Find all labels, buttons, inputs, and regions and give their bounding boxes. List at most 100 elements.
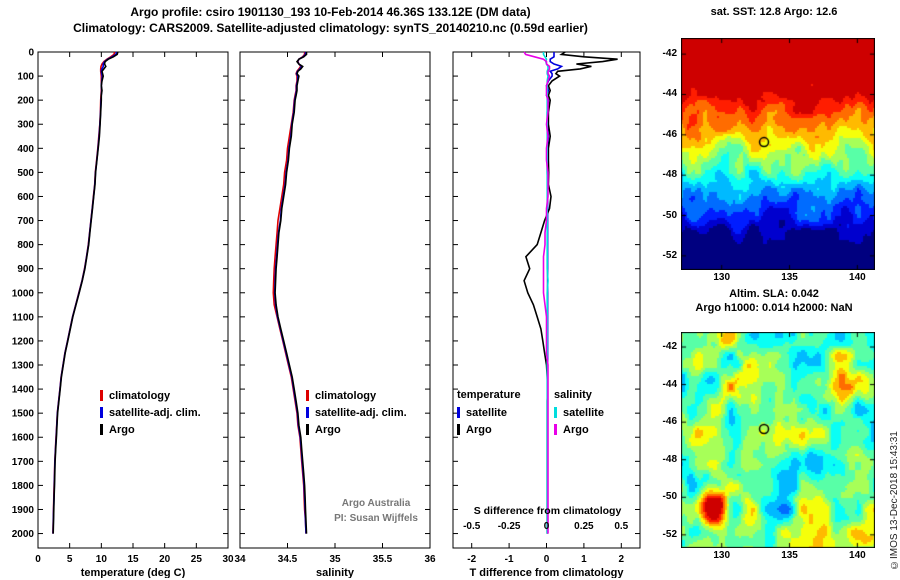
s-argo-swatch-icon <box>554 424 557 435</box>
x-tick-label: 36 <box>424 554 436 565</box>
legend-label: Argo <box>315 423 341 436</box>
legend-label: Argo <box>466 423 492 436</box>
s_argo-line <box>274 52 308 534</box>
climatology-swatch-icon <box>306 390 309 401</box>
y-tick-label: 1300 <box>12 361 35 372</box>
x-axis-label: temperature (deg C) <box>81 567 186 578</box>
climatology-swatch-icon <box>100 390 103 401</box>
x-axis-label: T difference from climatology <box>469 567 624 578</box>
y-tick-label: 0 <box>28 48 34 59</box>
legend-item-satellite-clim: satellite-adj. clim. <box>306 404 407 421</box>
legend-item-climatology: climatology <box>306 387 407 404</box>
argo-australia-line: Argo Australia <box>341 498 411 509</box>
y-tick-label: 100 <box>17 72 34 83</box>
x-tick-label: -2 <box>467 554 476 565</box>
legend-item-s-satellite: satellite <box>554 404 604 421</box>
legend-item-s-argo: Argo <box>554 421 604 438</box>
t_sat-line <box>52 51 118 534</box>
x-tick-label: 0 <box>35 554 41 565</box>
map-x-tick-label: 135 <box>781 550 798 561</box>
salinity-profile-panel: 34 34.5 35 35.5 36 salinity <box>234 51 436 578</box>
sst-map-canvas <box>681 38 875 270</box>
legend-label: satellite-adj. clim. <box>109 406 201 419</box>
s-axis-tick-label: 0 <box>543 521 550 532</box>
legend-label: climatology <box>109 389 171 402</box>
imos-watermark: ©IMOS 13-Dec-2018 15:43:31 <box>889 431 900 570</box>
legend-header-temperature: temperature <box>457 389 521 401</box>
y-tick-label: 1600 <box>12 433 35 444</box>
figure-title: Argo profile: csiro 1901130_193 10-Feb-2… <box>8 4 653 36</box>
t-argo-swatch-icon <box>457 424 460 435</box>
legend-label: satellite <box>563 406 604 419</box>
y-tick-label: 1000 <box>12 288 35 299</box>
argo-swatch-icon <box>100 424 103 435</box>
y-tick-label: 500 <box>17 168 34 179</box>
x-tick-label: 34 <box>234 554 246 565</box>
map-y-tick-label: -48 <box>662 169 677 181</box>
legend-label: climatology <box>315 389 377 402</box>
x-tick-label: 15 <box>127 554 139 565</box>
sla-map-canvas <box>681 332 875 548</box>
sst-map-title: sat. SST: 12.8 Argo: 12.6 <box>710 6 838 18</box>
plot-box <box>239 51 431 549</box>
t_argo-line <box>52 51 119 534</box>
s-axis-tick-label: 0.5 <box>614 521 629 532</box>
x-tick-label: 5 <box>67 554 73 565</box>
title-line-2: Climatology: CARS2009. Satellite-adjuste… <box>73 21 588 35</box>
argo-australia-note: Argo Australia PI: Susan Wijffels <box>322 496 430 526</box>
x-tick-label: -1 <box>505 554 514 565</box>
sst-map: sat. SST: 12.8 Argo: 12.6 130 135 140 -42 -4… <box>648 6 900 288</box>
argo-swatch-icon <box>306 424 309 435</box>
map-y-tick-label: -46 <box>662 416 677 428</box>
x-tick-label: 2 <box>619 554 625 565</box>
map-x-tick-label: 140 <box>849 550 866 561</box>
temperature-profile-panel: 0 5 10 15 20 25 300100200300400500600700800900… <box>12 48 234 579</box>
y-tick-label: 800 <box>17 240 34 251</box>
legend-label: satellite-adj. clim. <box>315 406 407 419</box>
y-tick-label: 300 <box>17 120 34 131</box>
s_clim-line <box>272 52 307 534</box>
x-tick-label: 30 <box>222 554 234 565</box>
legend-item-argo: Argo <box>100 421 201 438</box>
sla-map-title-1: Altim. SLA: 0.042 <box>729 288 819 300</box>
y-tick-label: 1100 <box>12 312 34 323</box>
legend-item-satellite-clim: satellite-adj. clim. <box>100 404 201 421</box>
y-tick-label: 1200 <box>12 336 35 347</box>
y-tick-label: 1700 <box>12 457 35 468</box>
sla-map: Altim. SLA: 0.042 Argo h1000: 0.014 h200… <box>648 288 900 570</box>
title-line-1: Argo profile: csiro 1901130_193 10-Feb-2… <box>130 5 531 19</box>
s-axis-ticks: -0.5 -0.25 0 0.25 0.5 <box>415 521 650 535</box>
map-x-tick-label: 130 <box>713 550 731 561</box>
legend-label: Argo <box>563 423 589 436</box>
s-axis-tick-label: -0.25 <box>497 521 521 532</box>
difference-salinity-legend: salinity satellite Argo <box>554 387 604 438</box>
satellite-clim-swatch-icon <box>306 407 309 418</box>
map-y-tick-label: -44 <box>662 88 677 100</box>
s-axis-tick-label: -0.5 <box>463 521 481 532</box>
x-tick-label: 25 <box>191 554 203 565</box>
map-y-tick-label: -42 <box>662 341 677 353</box>
sla-map-title-2: Argo h1000: 0.014 h2000: NaN <box>695 302 853 314</box>
map-y-tick-label: -50 <box>662 491 677 503</box>
s-satellite-swatch-icon <box>554 407 557 418</box>
x-tick-label: 0 <box>544 554 550 565</box>
y-tick-label: 900 <box>17 264 34 275</box>
legend-item-t-argo: Argo <box>457 421 521 438</box>
difference-profile-panel: -2 -1 0 1 2 T difference from climatology <box>452 51 641 578</box>
s-axis-tick-label: 0.25 <box>574 521 594 532</box>
map-x-tick-label: 140 <box>849 272 866 283</box>
x-tick-label: 10 <box>96 554 108 565</box>
map-x-tick-label: 135 <box>781 272 798 283</box>
y-tick-label: 600 <box>17 192 34 203</box>
difference-temperature-legend: temperature satellite Argo <box>457 387 521 438</box>
satellite-clim-swatch-icon <box>100 407 103 418</box>
x-tick-label: 35 <box>329 554 341 565</box>
map-y-tick-label: -42 <box>662 48 677 60</box>
legend-item-climatology: climatology <box>100 387 201 404</box>
y-tick-label: 1500 <box>12 409 35 420</box>
y-tick-label: 1900 <box>12 505 35 516</box>
map-y-tick-label: -48 <box>662 453 677 465</box>
map-y-tick-label: -50 <box>662 209 677 221</box>
x-tick-label: 20 <box>159 554 171 565</box>
